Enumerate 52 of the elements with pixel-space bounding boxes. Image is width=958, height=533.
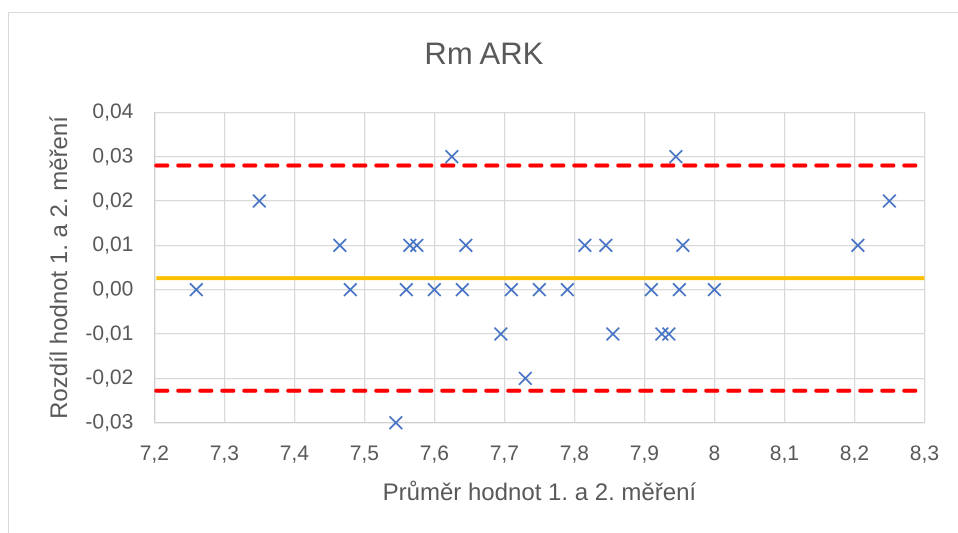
point [850, 238, 866, 253]
point [332, 238, 348, 253]
x-tick-label: 7,3 [210, 442, 239, 466]
point [427, 282, 442, 297]
y-tick-label: -0,03 [85, 410, 134, 434]
point [560, 282, 575, 297]
y-tick-label: -0,02 [85, 366, 134, 390]
point [532, 282, 547, 297]
y-tick-label: 0,01 [92, 233, 134, 256]
x-axis-title: Průměr hodnot 1. a 2. měření [382, 479, 696, 506]
chart-title: Rm ARK [424, 36, 544, 72]
point [444, 149, 460, 164]
point [455, 282, 470, 297]
point [252, 194, 267, 208]
y-tick-label: 0,00 [92, 277, 134, 300]
y-tick-label: 0,03 [92, 144, 134, 168]
x-tick-label: 7,4 [280, 442, 310, 466]
point [882, 194, 897, 208]
point [672, 282, 687, 297]
point [189, 282, 204, 297]
point [707, 282, 722, 297]
x-tick-label: 7,8 [560, 442, 589, 466]
x-tick-label: 7,7 [490, 442, 519, 466]
y-axis-title: Rozdíl hodnot 1. a 2. měření [46, 116, 74, 419]
point [504, 282, 519, 297]
point [518, 371, 533, 386]
point [676, 238, 690, 253]
point [402, 238, 418, 253]
x-tick-label: 8,2 [840, 442, 869, 466]
point [654, 326, 670, 342]
point [668, 149, 684, 164]
y-tick-label: 0,02 [92, 188, 134, 212]
point [598, 238, 614, 253]
x-tick-label: 8,3 [910, 442, 940, 466]
point [644, 282, 659, 297]
point [494, 326, 508, 342]
x-tick-label: 8 [708, 442, 720, 466]
point [388, 415, 404, 430]
point [399, 282, 414, 297]
y-tick-label: -0,01 [85, 322, 134, 345]
point [606, 326, 620, 342]
point [410, 238, 424, 253]
x-tick-label: 7,6 [420, 442, 449, 466]
point [343, 282, 358, 297]
y-tick-label: 0,04 [92, 100, 134, 124]
point [662, 326, 676, 342]
point [578, 238, 592, 253]
x-tick-label: 8,1 [770, 442, 799, 466]
point [458, 238, 474, 253]
x-tick-label: 7,9 [630, 442, 659, 466]
x-tick-label: 7,5 [350, 442, 379, 466]
x-tick-label: 7,2 [140, 442, 169, 466]
